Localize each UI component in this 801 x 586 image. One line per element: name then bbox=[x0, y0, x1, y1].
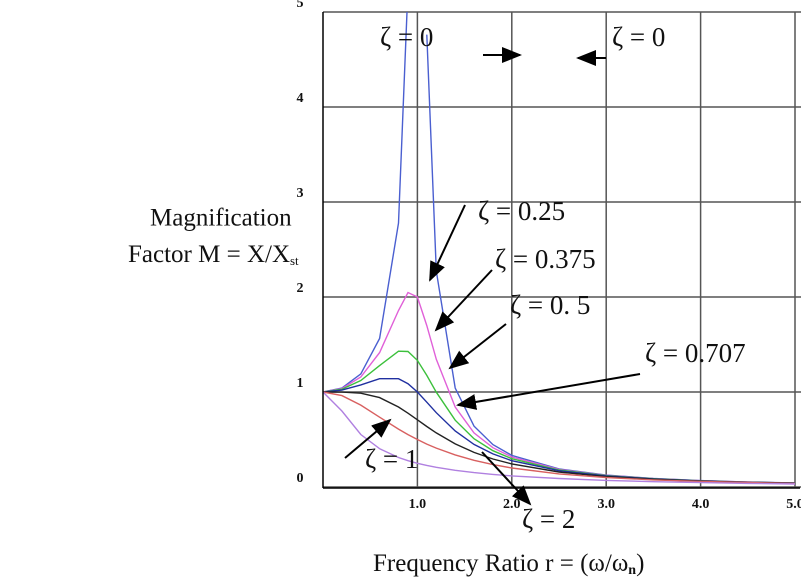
y-tick-label: 1 bbox=[297, 376, 304, 391]
arrow bbox=[344, 418, 392, 459]
annotation: ζ = 0 bbox=[380, 22, 433, 52]
y-tick-label: 5 bbox=[297, 0, 304, 11]
plot-lines bbox=[323, 12, 796, 485]
x-tick-label: 4.0 bbox=[692, 497, 710, 512]
annotation: ζ = 0.375 bbox=[495, 244, 596, 274]
arrow bbox=[434, 269, 493, 332]
x-tick-label: 2.0 bbox=[503, 497, 521, 512]
arrow bbox=[429, 204, 466, 282]
x-label-main: Frequency Ratio r = (ω/ω bbox=[373, 550, 628, 577]
arrow bbox=[448, 323, 507, 370]
y-tick-label: 3 bbox=[297, 186, 304, 201]
ticks: 0 1 2 3 4 5 1.0 2.0 3.0 4.0 5.0 bbox=[297, 0, 801, 512]
y-tick-label: 4 bbox=[297, 91, 304, 106]
x-tick-label: 1.0 bbox=[409, 497, 427, 512]
x-label: Frequency Ratio r = (ω/ωn) bbox=[373, 550, 644, 578]
y-tick-label: 2 bbox=[297, 281, 304, 296]
annotation: ζ = 0.25 bbox=[478, 196, 565, 226]
series-line bbox=[426, 34, 796, 484]
y-label-main: Factor M = X/X bbox=[128, 241, 290, 268]
arrow bbox=[456, 373, 641, 410]
y-label-line2: Factor M = X/Xst bbox=[128, 241, 299, 268]
annotation: ζ = 0.707 bbox=[645, 338, 746, 368]
series-line bbox=[323, 391, 796, 485]
x-label-end: ) bbox=[636, 550, 644, 577]
y-label-sub: st bbox=[290, 253, 299, 268]
x-tick-label: 5.0 bbox=[786, 497, 801, 512]
arrow bbox=[481, 451, 532, 506]
x-label-sub: n bbox=[628, 563, 636, 578]
x-tick-label: 3.0 bbox=[597, 497, 615, 512]
y-label-line1: Magnification bbox=[150, 205, 292, 232]
series-line bbox=[323, 12, 408, 393]
annotation: ζ = 1 bbox=[365, 444, 418, 474]
annotation: ζ = 0 bbox=[612, 22, 665, 52]
annotation: ζ = 0. 5 bbox=[510, 290, 590, 320]
series-line bbox=[323, 391, 796, 485]
annotations: ζ = 0 ζ = 0 ζ = 0.25 ζ = 0.375 ζ = 0. 5 … bbox=[344, 22, 746, 534]
annotation: ζ = 2 bbox=[522, 504, 575, 534]
y-tick-label: 0 bbox=[297, 471, 304, 486]
grid bbox=[323, 11, 801, 488]
